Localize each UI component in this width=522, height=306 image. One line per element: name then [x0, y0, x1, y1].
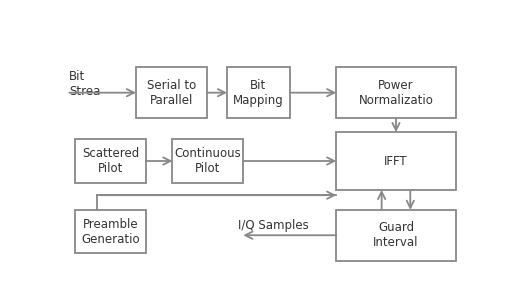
Text: Bit
Mapping: Bit Mapping — [233, 79, 284, 107]
FancyBboxPatch shape — [172, 139, 243, 183]
FancyBboxPatch shape — [75, 210, 146, 253]
Text: Power
Normalizatio: Power Normalizatio — [359, 79, 433, 107]
Text: Guard
Interval: Guard Interval — [373, 221, 419, 249]
Text: Continuous
Pilot: Continuous Pilot — [174, 147, 241, 175]
Text: IFFT: IFFT — [384, 155, 408, 167]
FancyBboxPatch shape — [336, 67, 456, 118]
FancyBboxPatch shape — [75, 139, 146, 183]
FancyBboxPatch shape — [336, 210, 456, 260]
Text: I/Q Samples: I/Q Samples — [238, 219, 309, 232]
FancyBboxPatch shape — [336, 132, 456, 190]
FancyBboxPatch shape — [227, 67, 290, 118]
Text: Preamble
Generatio: Preamble Generatio — [81, 218, 140, 246]
Text: Scattered
Pilot: Scattered Pilot — [82, 147, 139, 175]
FancyBboxPatch shape — [136, 67, 207, 118]
Text: Serial to
Parallel: Serial to Parallel — [147, 79, 196, 107]
Text: Bit
Strea: Bit Strea — [69, 70, 101, 98]
